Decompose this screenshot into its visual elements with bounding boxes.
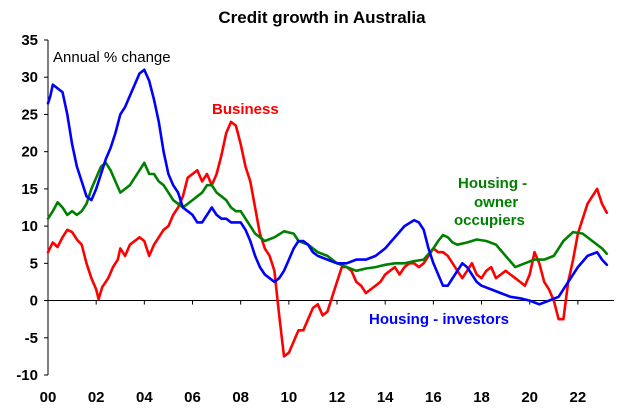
y-tick-label: 25 — [21, 106, 38, 123]
chart-title: Credit growth in Australia — [218, 8, 426, 27]
investors-line — [46, 68, 609, 306]
x-tick-label: 08 — [232, 389, 249, 406]
business-label: Business — [212, 101, 279, 118]
owner-occupiers-label-line2: owner — [474, 194, 518, 211]
ylabel-annotation: Annual % change — [53, 49, 171, 66]
y-tick-label: 35 — [21, 32, 38, 49]
y-tick-label: 5 — [30, 255, 38, 272]
x-tick-label: 10 — [281, 389, 298, 406]
x-tick-label: 16 — [425, 389, 442, 406]
y-tick-label: -5 — [25, 330, 38, 347]
x-tick-label: 02 — [88, 389, 105, 406]
x-tick-label: 00 — [40, 389, 57, 406]
y-tick-label: 15 — [21, 181, 38, 198]
x-tick-label: 20 — [521, 389, 538, 406]
x-tick-label: 12 — [329, 389, 346, 406]
y-tick-label: 20 — [21, 144, 38, 161]
owner-occupiers-label-line1: Housing - — [458, 175, 527, 192]
x-tick-label: 18 — [473, 389, 490, 406]
y-tick-label: -10 — [16, 367, 38, 384]
x-tick-label: 14 — [377, 389, 394, 406]
y-tick-label: 0 — [30, 293, 38, 310]
y-tick-label: 10 — [21, 218, 38, 235]
y-tick-label: 30 — [21, 69, 38, 86]
owner-occupiers-label-line3: occupiers — [454, 212, 525, 229]
x-tick-label: 22 — [570, 389, 587, 406]
x-tick-label: 04 — [136, 389, 153, 406]
investors-label: Housing - investors — [369, 311, 509, 328]
x-tick-label: 06 — [184, 389, 201, 406]
business-line — [46, 120, 609, 358]
owner-occupiers-line — [46, 161, 609, 273]
